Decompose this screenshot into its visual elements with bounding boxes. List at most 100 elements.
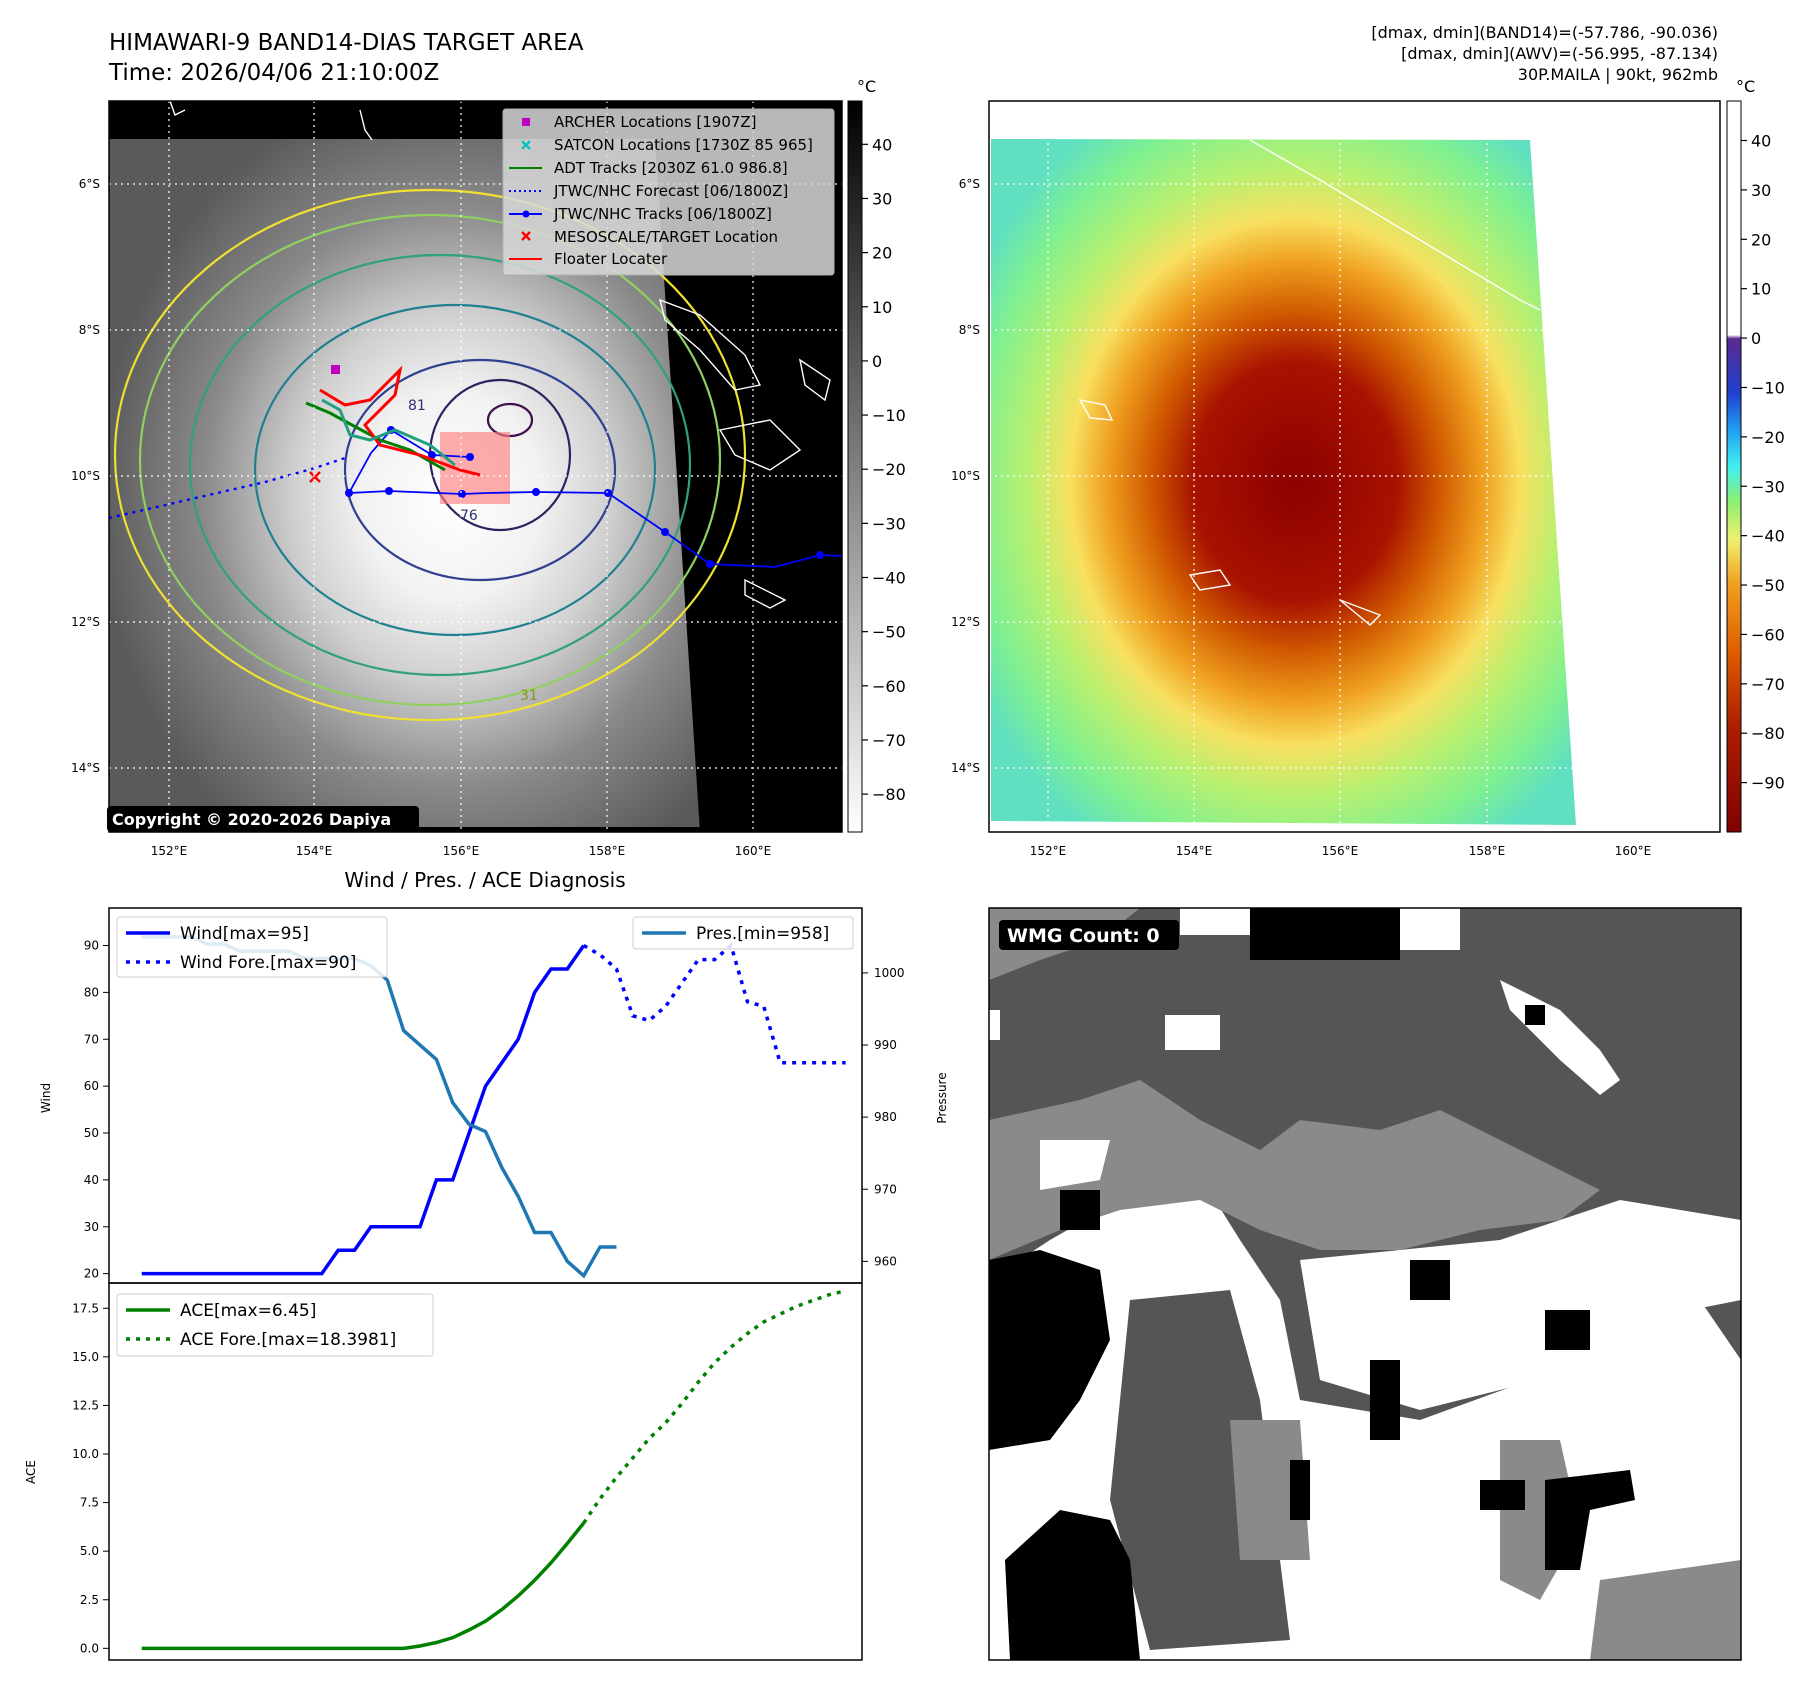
copyright-box: [107, 806, 419, 832]
colorbar-tick-label: 30: [1751, 181, 1771, 200]
wind-tick-label: 70: [84, 1032, 99, 1046]
lon-tick: 154°E: [296, 844, 333, 858]
wind-legend: Wind[max=95] Wind Fore.[max=90]: [116, 916, 388, 978]
ir-color-map: [989, 101, 1720, 832]
pressure-tick-label: 960: [874, 1254, 897, 1268]
pressure-legend: Pres.[min=958]: [632, 916, 854, 950]
colorbar-tick-label: 30: [872, 189, 892, 208]
wmg-count: WMG Count: 0: [1007, 925, 1160, 947]
lat-tick: 10°S: [951, 469, 980, 483]
ace-tick-label: 7.5: [80, 1496, 99, 1510]
ace-forecast-line: [582, 1289, 847, 1524]
colorbar-tick-label: 40: [1751, 132, 1771, 151]
colorbar-tick-label: 0: [872, 352, 882, 371]
ace-tick-label: 17.5: [72, 1301, 99, 1315]
ace-chart-frame: [108, 1282, 863, 1661]
map1-frame: [108, 100, 843, 833]
lon-tick: 160°E: [735, 844, 772, 858]
info-storm: 30P.MAILA | 90kt, 962mb: [1518, 65, 1718, 84]
wmg-label-box: [999, 920, 1179, 950]
colorbar-tick-label: −10: [1751, 378, 1785, 397]
colorbar-gray: °C 40 30 20 10 0 −10 −20 −30 −40 −50 −60 −70 −80: [847, 77, 906, 833]
figure-time: Time: 2026/04/06 21:10:00Z: [108, 60, 439, 86]
lon-tick: 156°E: [443, 844, 480, 858]
legend-label: MESOSCALE/TARGET Location: [554, 228, 778, 246]
wind-tick-label: 50: [84, 1126, 99, 1140]
colorbar-tick-label: −70: [1751, 675, 1785, 694]
contour-label: 31: [520, 688, 538, 704]
legend-label: SATCON Locations [1730Z 85 965]: [554, 136, 813, 154]
lat-tick: 14°S: [71, 761, 100, 775]
wind-tick-label: 20: [84, 1267, 99, 1281]
map1-lat-ticks: 6°S 8°S 10°S 12°S 14°S: [71, 177, 100, 775]
info-awv: [dmax, dmin](AWV)=(-56.995, -87.134): [1401, 44, 1718, 63]
wind-forecast-line: [582, 942, 846, 1065]
figure-title: HIMAWARI-9 BAND14-DIAS TARGET AREA: [109, 30, 584, 56]
satcon-marker-icon: [521, 140, 531, 150]
colorbar-tick-label: −90: [1751, 774, 1785, 793]
ace-legend-label: ACE Fore.[max=18.3981]: [180, 1330, 396, 1350]
ace-legend-label: ACE[max=6.45]: [180, 1301, 316, 1321]
colorbar-unit: °C: [857, 77, 876, 96]
colorbar-tick-label: −60: [1751, 625, 1785, 644]
ace-tick-label: 10.0: [72, 1447, 99, 1461]
lat-tick: 10°S: [71, 469, 100, 483]
colorbar-tick-label: −80: [1751, 724, 1785, 743]
map2-frame: [988, 100, 1721, 833]
legend-label: JTWC/NHC Forecast [06/1800Z]: [553, 182, 788, 200]
lon-tick: 158°E: [589, 844, 626, 858]
wmg-frame: [988, 907, 1742, 1661]
colorbar-tick-label: −10: [872, 406, 906, 425]
pressure-tick-label: 990: [874, 1038, 897, 1052]
ace-legend: ACE[max=6.45] ACE Fore.[max=18.3981]: [116, 1293, 434, 1357]
wind-legend-label: Wind Fore.[max=90]: [180, 953, 356, 973]
colorbar-unit: °C: [1736, 77, 1755, 96]
info-band14: [dmax, dmin](BAND14)=(-57.786, -90.036): [1371, 23, 1718, 42]
map2-lon-ticks: 152°E 154°E 156°E 158°E 160°E: [1030, 844, 1652, 858]
colorbar-tick-label: −20: [1751, 428, 1785, 447]
lat-tick: 8°S: [959, 323, 980, 337]
ace-tick-label: 12.5: [72, 1398, 99, 1412]
lon-tick: 152°E: [1030, 844, 1067, 858]
colorbar-tick-label: 20: [872, 244, 892, 263]
colorbar-tick-label: −80: [872, 785, 906, 804]
lon-tick: 160°E: [1615, 844, 1652, 858]
map2-lat-ticks: 6°S 8°S 10°S 12°S 14°S: [951, 177, 980, 775]
lon-tick: 152°E: [151, 844, 188, 858]
lat-tick: 12°S: [951, 615, 980, 629]
target-marker-icon: [521, 231, 531, 241]
legend-label: JTWC/NHC Tracks [06/1800Z]: [553, 205, 772, 223]
chart-title: Wind / Pres. / ACE Diagnosis: [344, 868, 625, 892]
colorbar-tick-label: −30: [1751, 477, 1785, 496]
pressure-legend-label: Pres.[min=958]: [696, 924, 829, 944]
ace-tick-label: 5.0: [80, 1544, 99, 1558]
colorbar-tick-label: 0: [1751, 329, 1761, 348]
ace-tick-label: 0.0: [80, 1641, 99, 1655]
map-legend: ARCHER Locations [1907Z] SATCON Location…: [502, 108, 835, 276]
colorbar-tick-label: −30: [872, 514, 906, 533]
map1-lon-ticks: 152°E 154°E 156°E 158°E 160°E: [151, 844, 772, 858]
pressure-axis-label: Pressure: [935, 1072, 949, 1123]
ace-tick-label: 2.5: [80, 1593, 99, 1607]
wind-tick-label: 40: [84, 1173, 99, 1187]
wind-tick-label: 90: [84, 939, 99, 953]
legend-label: Floater Locater: [554, 250, 668, 268]
lon-tick: 156°E: [1322, 844, 1359, 858]
colorbar-tick-label: −70: [872, 731, 906, 750]
colorbar-tick-label: 10: [872, 298, 892, 317]
wind-series-line: [141, 944, 586, 1276]
ace-axis-label: ACE: [24, 1460, 38, 1484]
legend-label: ARCHER Locations [1907Z]: [554, 113, 757, 131]
colorbar-tick-label: 10: [1751, 280, 1771, 299]
colorbar-tick-label: −40: [1751, 527, 1785, 546]
wind-axis-label: Wind: [39, 1083, 53, 1113]
lon-tick: 158°E: [1469, 844, 1506, 858]
colorbar-tick-label: −50: [1751, 576, 1785, 595]
colorbar-tick-label: −60: [872, 677, 906, 696]
jtwc-track-icon: [509, 210, 542, 218]
colorbar-tick-label: 20: [1751, 230, 1771, 249]
pressure-tick-label: 970: [874, 1182, 897, 1196]
lat-tick: 12°S: [71, 615, 100, 629]
colorbar-tick-label: −50: [872, 623, 906, 642]
wind-tick-label: 60: [84, 1079, 99, 1093]
